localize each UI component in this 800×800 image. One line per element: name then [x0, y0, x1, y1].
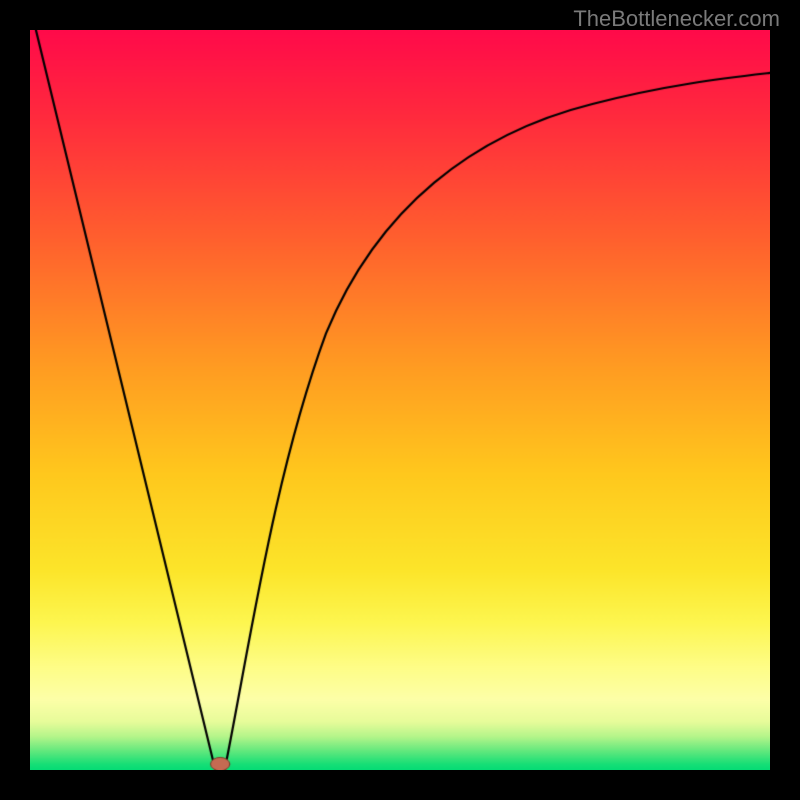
attribution-text: TheBottlenecker.com	[573, 6, 780, 32]
chart-frame: TheBottlenecker.com	[0, 0, 800, 800]
bottleneck-curve-plot	[30, 30, 770, 770]
